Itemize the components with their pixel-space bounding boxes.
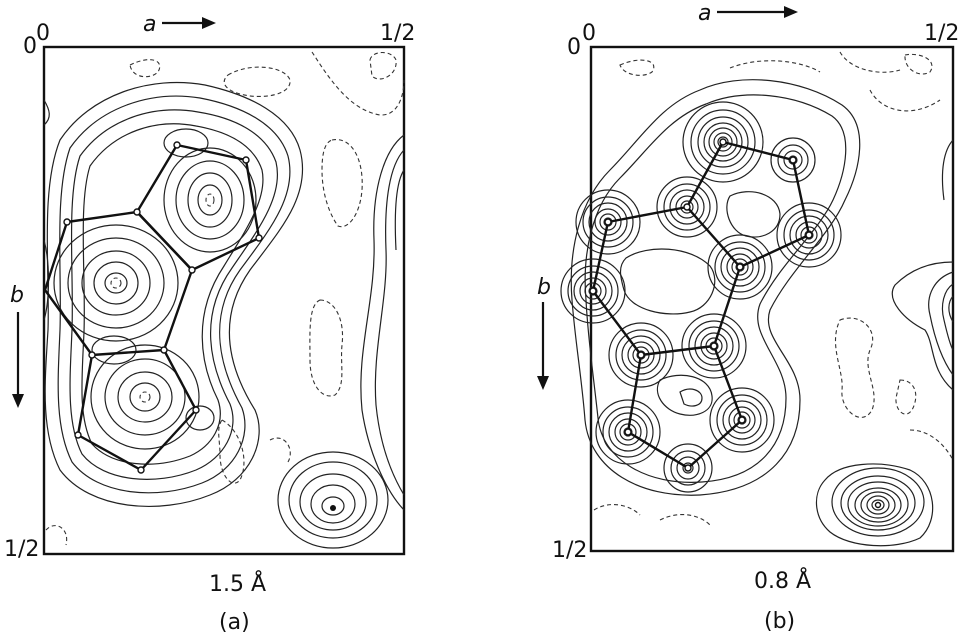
panel-a-map-frame <box>42 45 406 556</box>
panel-a-contours <box>43 51 405 549</box>
panel-b-contours <box>560 51 954 547</box>
panel-b-caption: (b) <box>764 609 795 634</box>
panel-a-resolution-label: 1.5 Å <box>209 570 266 597</box>
panel-a-half-b-label: 1/2 <box>4 537 39 562</box>
panel-a-axis-b-label: b <box>10 283 24 308</box>
panel-a-origin-label: 0 <box>23 34 37 59</box>
panel-b-atom-peaks <box>560 101 842 493</box>
panel-a-molecule-skeleton <box>43 141 336 511</box>
panel-a-axis-b-arrow <box>12 312 24 408</box>
panel-a-half-a-label: 1/2 <box>380 21 415 46</box>
panel-a-axis-a-label: a <box>143 12 156 37</box>
panel-b-axis-a-label: a <box>698 1 711 26</box>
panel-b: a b 0 0 1/2 1/2 <box>537 1 959 634</box>
panel-b-molecule-skeleton <box>589 138 882 509</box>
panel-a: a b 0 0 1/2 1/2 <box>4 12 415 635</box>
panel-b-origin-x-label: 0 <box>582 21 596 46</box>
panel-a-origin-x-label: 0 <box>36 21 50 46</box>
panel-b-axis-a-arrow <box>717 6 798 18</box>
panel-a-axis-a-arrow <box>162 17 216 29</box>
panel-b-lower-right-peak <box>815 463 934 547</box>
panel-b-axis-b-label: b <box>537 275 551 300</box>
panel-b-resolution-label: 0.8 Å <box>754 567 811 594</box>
panel-a-caption: (a) <box>219 610 250 635</box>
panel-b-half-a-label: 1/2 <box>924 21 959 46</box>
panel-b-axis-b-arrow <box>537 302 549 390</box>
panel-b-origin-label: 0 <box>567 35 581 60</box>
panel-b-half-b-label: 1/2 <box>552 538 587 563</box>
panel-b-map-frame <box>589 45 955 553</box>
